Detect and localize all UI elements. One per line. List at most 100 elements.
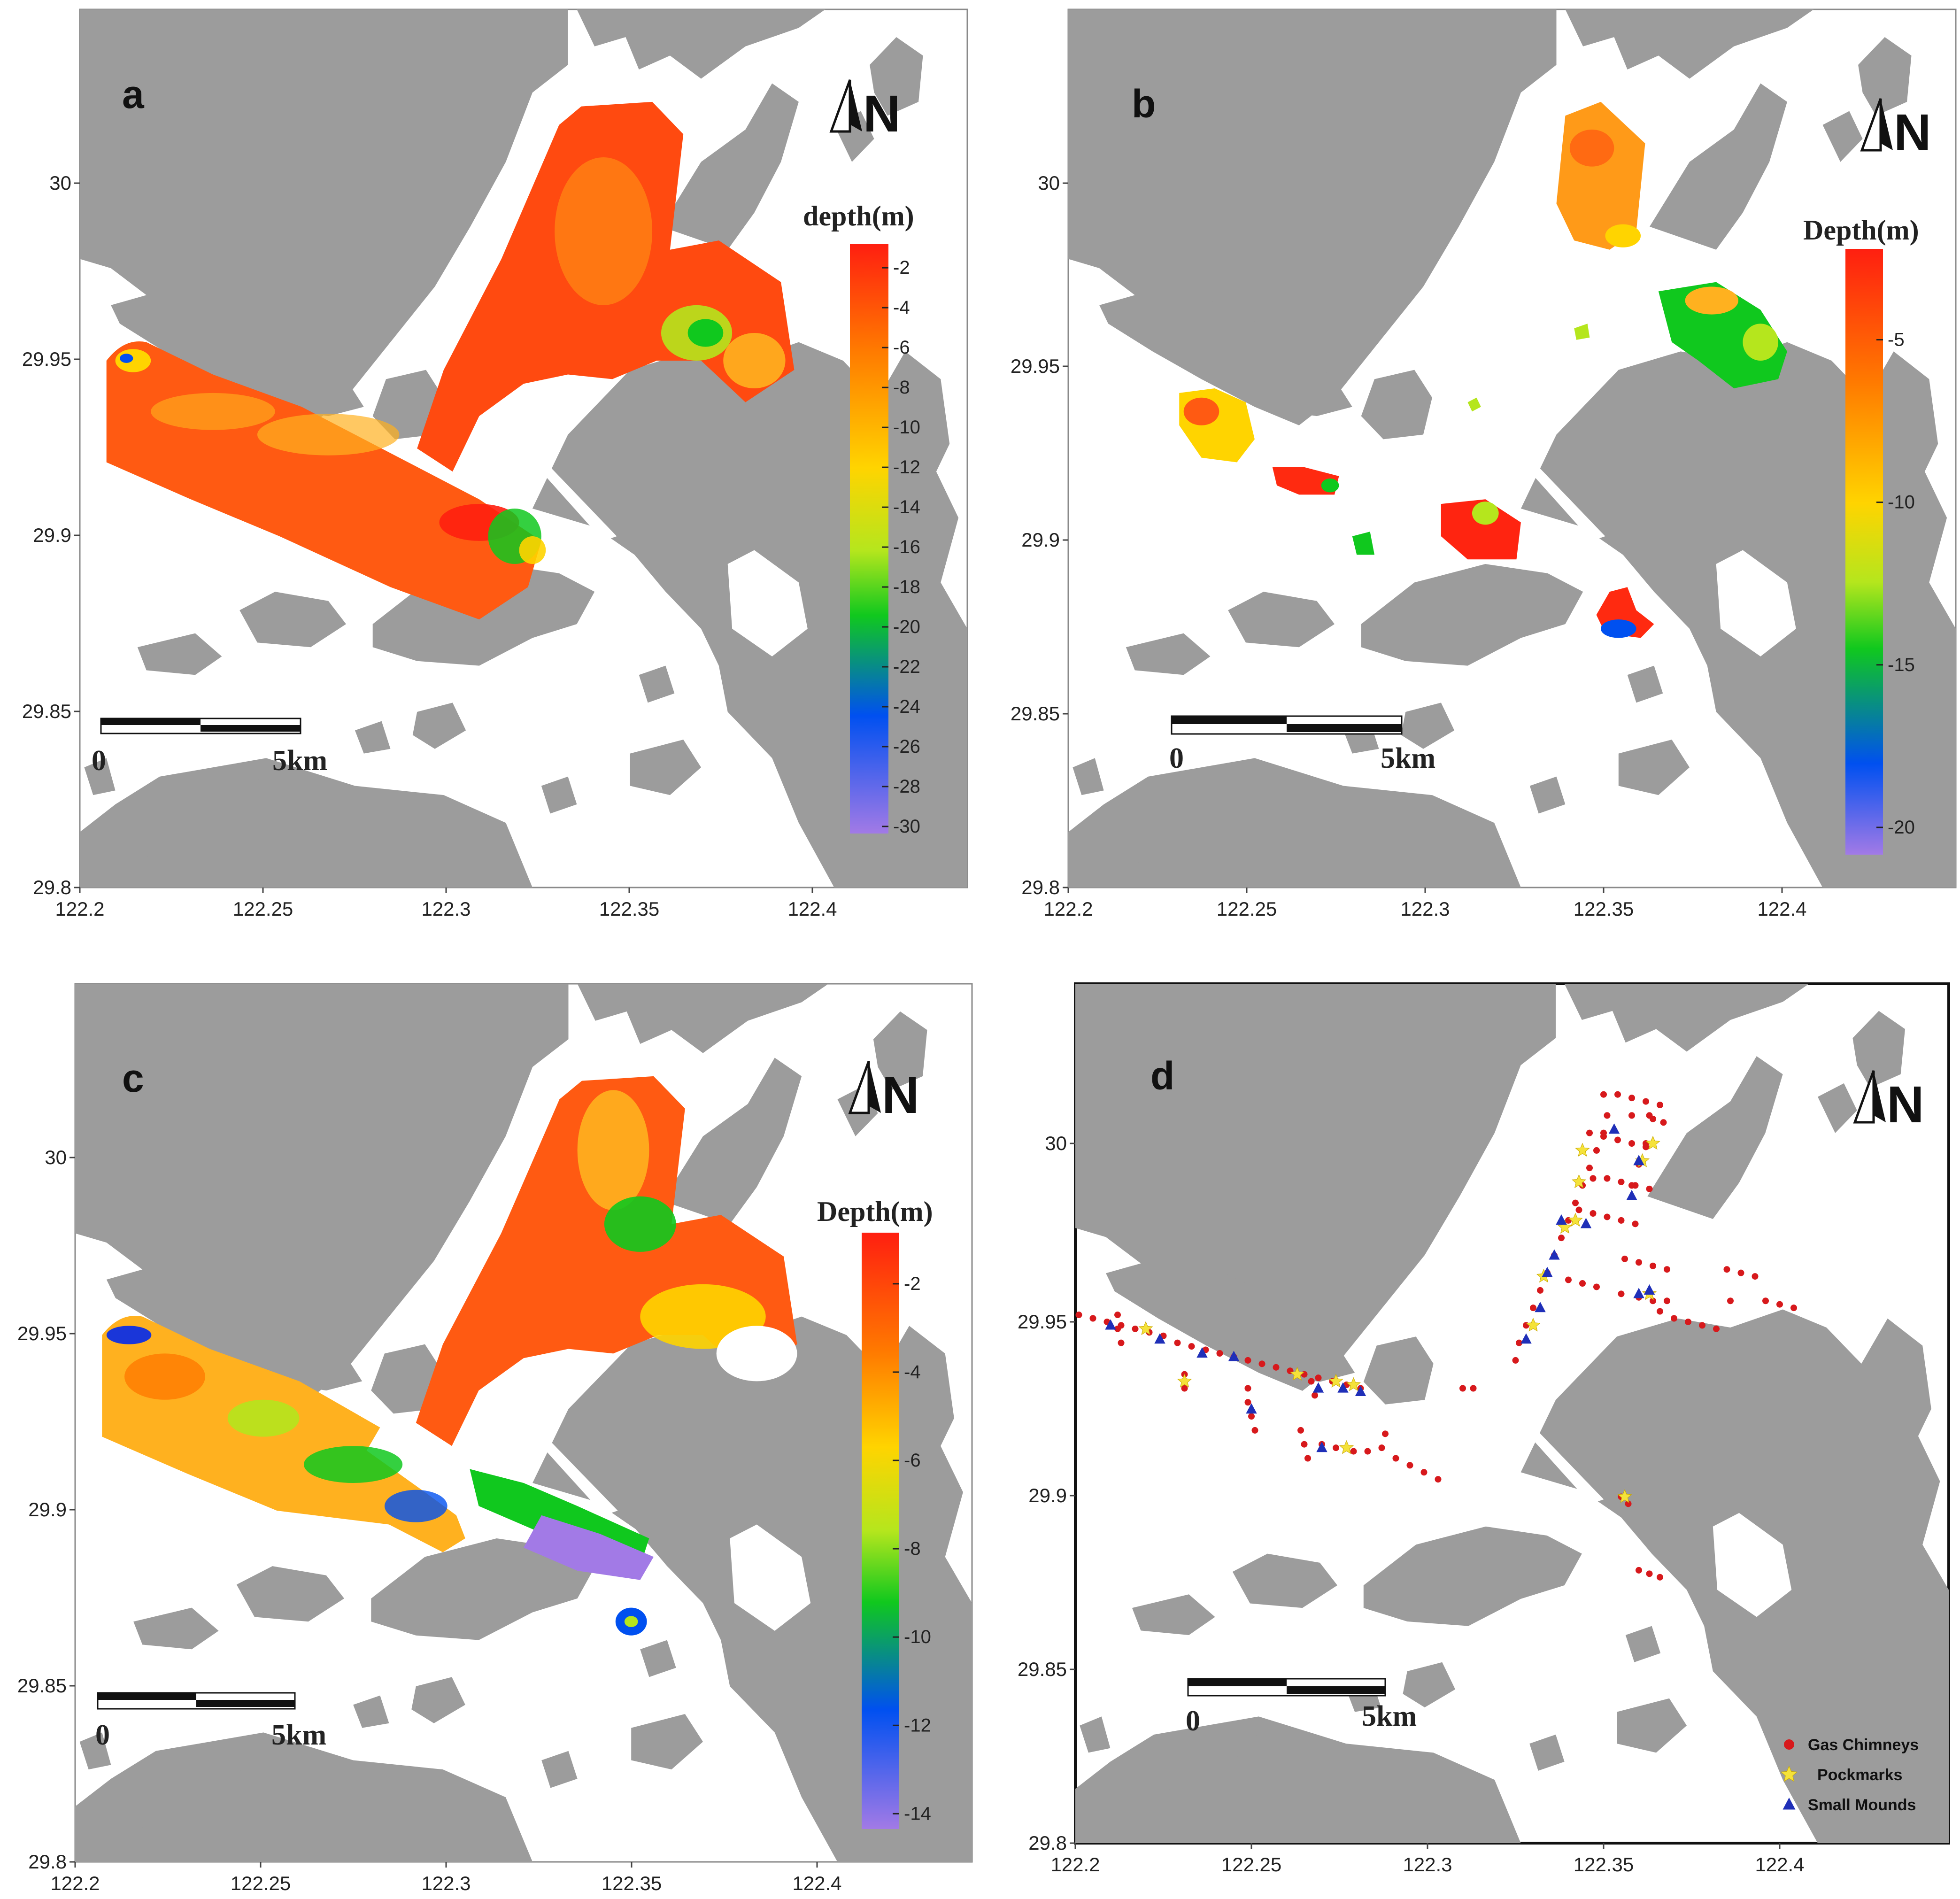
x-tick-label: 122.35 bbox=[1574, 898, 1634, 920]
colorbar-gradient bbox=[1845, 249, 1883, 855]
gas-chimney-point bbox=[1790, 1305, 1797, 1312]
y-tick-label: 29.8 bbox=[1028, 1832, 1067, 1854]
gas-chimney-point bbox=[1590, 1175, 1597, 1182]
small-mound-point bbox=[1154, 1333, 1165, 1344]
panel-b-map: b N 0 5km Depth(m) -5 -10 -15 -20 bbox=[1067, 8, 1957, 888]
pockmark-point bbox=[1568, 1212, 1583, 1227]
small-mound-point bbox=[1520, 1333, 1532, 1344]
scale-bar-end: 5km bbox=[1381, 742, 1435, 774]
pockmark-point bbox=[1138, 1321, 1153, 1335]
pockmark-point bbox=[1617, 1489, 1632, 1503]
gas-chimney-point bbox=[1406, 1462, 1413, 1469]
gas-chimney-point bbox=[1075, 1312, 1082, 1319]
gas-chimney-point bbox=[1618, 1217, 1625, 1224]
gas-chimney-point bbox=[1579, 1280, 1586, 1287]
gas-chimney-point bbox=[1643, 1098, 1649, 1105]
gas-chimney-point bbox=[1114, 1325, 1121, 1332]
gas-chimney-point bbox=[1625, 1500, 1632, 1507]
gas-chimney-legend-marker bbox=[1784, 1739, 1794, 1750]
colorbar-tick-label: -20 bbox=[1888, 817, 1915, 838]
x-tick-label: 122.4 bbox=[787, 898, 837, 920]
small-mound-point bbox=[1228, 1351, 1240, 1361]
colorbar-tick-label: -26 bbox=[893, 736, 920, 757]
colorbar-tick-label: -2 bbox=[904, 1274, 921, 1294]
x-tick-label: 122.3 bbox=[421, 898, 471, 920]
gas-chimney-point bbox=[1118, 1339, 1125, 1346]
x-tick-label: 122.35 bbox=[599, 898, 659, 920]
gas-chimney-point bbox=[1459, 1385, 1466, 1392]
small-mound-point bbox=[1556, 1214, 1567, 1225]
colorbar-gradient bbox=[850, 244, 888, 834]
gas-chimney-point bbox=[1737, 1269, 1744, 1276]
y-tick-label: 29.85 bbox=[22, 700, 71, 722]
gas-chimney-point bbox=[1435, 1476, 1442, 1483]
colorbar-gradient bbox=[862, 1233, 899, 1829]
colorbar-title: depth(m) bbox=[803, 201, 914, 232]
colorbar: depth(m) -2 -4 -6 -8 -10 -12 -14 -16 -18 -20 -22 -2… bbox=[803, 201, 920, 837]
gas-chimney-point bbox=[1593, 1147, 1600, 1154]
north-arrow: N bbox=[1860, 98, 1931, 162]
gas-chimney-point bbox=[1572, 1199, 1579, 1206]
gas-chimney-point bbox=[1657, 1102, 1663, 1109]
x-tick-label: 122.25 bbox=[231, 1872, 291, 1894]
scale-bar: 0 5km bbox=[92, 718, 327, 777]
gas-chimney-point bbox=[1512, 1357, 1519, 1364]
x-tick-label: 122.3 bbox=[1403, 1853, 1452, 1876]
y-tick-label: 29.8 bbox=[33, 876, 71, 898]
panel-a-depth-surface bbox=[106, 101, 795, 620]
panel-d-map: d N 0 5km Gas Chimneys Pockmarks Small Mou… bbox=[1074, 982, 1950, 1845]
north-arrow: N bbox=[848, 1061, 919, 1124]
gas-chimney-point bbox=[1315, 1374, 1322, 1382]
gas-chimney-point bbox=[1132, 1325, 1139, 1332]
gas-chimney-point bbox=[1723, 1266, 1730, 1273]
small-mound-legend-marker bbox=[1783, 1798, 1796, 1810]
feature-legend-label: Small Mounds bbox=[1808, 1796, 1916, 1814]
small-mound-point bbox=[1633, 1155, 1644, 1166]
gas-chimney-point bbox=[1664, 1297, 1670, 1305]
gas-chimney-point bbox=[1650, 1262, 1656, 1269]
gas-chimney-point bbox=[1650, 1297, 1656, 1305]
small-mound-point bbox=[1196, 1347, 1208, 1358]
x-tick-label: 122.25 bbox=[1221, 1853, 1281, 1876]
x-tick-label: 122.3 bbox=[421, 1872, 471, 1894]
gas-chimney-point bbox=[1333, 1444, 1339, 1451]
gas-chimney-point bbox=[1244, 1357, 1251, 1364]
gas-chimney-point bbox=[1392, 1455, 1399, 1462]
gas-chimney-point bbox=[1273, 1364, 1280, 1371]
gas-chimney-point bbox=[1420, 1469, 1428, 1476]
gas-chimney-point bbox=[1664, 1266, 1670, 1273]
x-tick-label: 122.25 bbox=[233, 898, 293, 920]
gas-chimney-point bbox=[1114, 1312, 1121, 1319]
small-mound-point bbox=[1312, 1382, 1324, 1393]
y-tick-label: 30 bbox=[1045, 1132, 1067, 1154]
gas-chimney-point bbox=[1752, 1273, 1759, 1280]
north-letter: N bbox=[882, 1066, 919, 1124]
colorbar-tick-label: -4 bbox=[904, 1362, 921, 1382]
feature-legend-label: Pockmarks bbox=[1817, 1766, 1902, 1784]
gas-chimney-point bbox=[1537, 1287, 1543, 1294]
small-mound-point bbox=[1626, 1189, 1637, 1200]
gas-chimney-point bbox=[1604, 1112, 1611, 1119]
colorbar-tick-label: -10 bbox=[893, 417, 920, 438]
panel-c-label: c bbox=[122, 1056, 144, 1100]
colorbar-tick-label: -12 bbox=[893, 457, 920, 478]
pockmark-point bbox=[1339, 1440, 1354, 1454]
gas-chimney-point bbox=[1516, 1339, 1522, 1346]
colorbar-tick-label: -4 bbox=[893, 297, 910, 318]
gas-chimney-point bbox=[1713, 1325, 1720, 1332]
north-arrow: N bbox=[829, 79, 900, 143]
gas-chimney-point bbox=[1593, 1283, 1600, 1290]
gas-chimney-point bbox=[1590, 1210, 1597, 1217]
small-mound-point bbox=[1633, 1288, 1644, 1298]
y-tick-label: 29.9 bbox=[1021, 529, 1060, 551]
gas-chimney-point bbox=[1251, 1427, 1258, 1434]
gas-chimney-point bbox=[1628, 1095, 1635, 1102]
gas-chimney-point bbox=[1657, 1574, 1663, 1581]
gas-chimney-point bbox=[1618, 1290, 1625, 1297]
pockmark-point bbox=[1571, 1174, 1587, 1189]
colorbar-tick-label: -14 bbox=[893, 497, 920, 517]
pockmark-point bbox=[1526, 1318, 1541, 1332]
y-tick-label: 29.95 bbox=[1011, 355, 1060, 377]
gas-chimney-point bbox=[1628, 1112, 1635, 1119]
gas-chimney-point bbox=[1575, 1206, 1582, 1213]
